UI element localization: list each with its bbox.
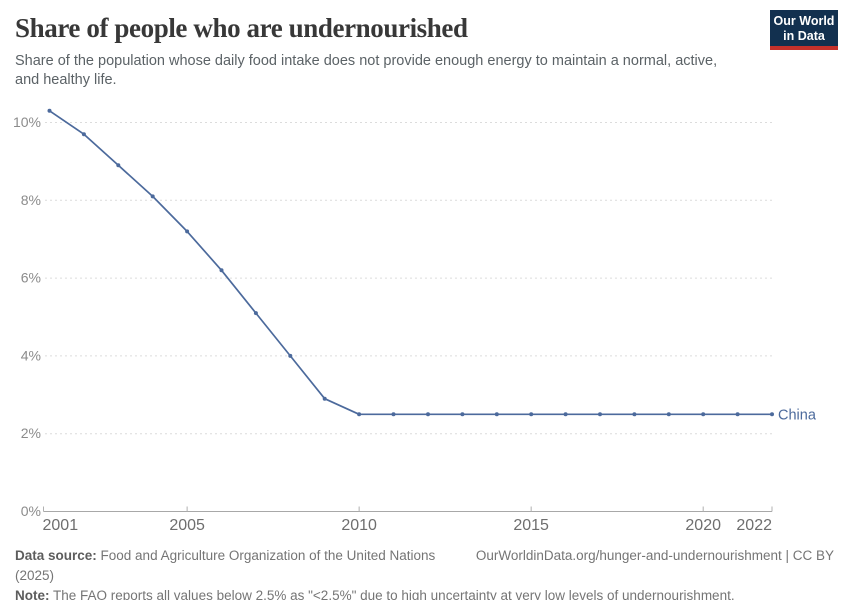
data-point[interactable] [253,311,258,316]
x-axis-label: 2022 [736,517,772,534]
chart-footer: Data source: Food and Agriculture Organi… [15,546,834,600]
data-point[interactable] [322,396,327,401]
data-point[interactable] [219,268,224,273]
owid-logo[interactable]: Our World in Data [770,10,838,50]
x-axis-label: 2020 [685,517,721,534]
data-point[interactable] [563,412,568,417]
data-point[interactable] [666,412,671,417]
x-axis-label: 2015 [513,517,549,534]
data-source-label: Data source: [15,548,97,563]
page-title: Share of people who are undernourished [15,13,468,43]
footer-source-row: Data source: Food and Agriculture Organi… [15,546,834,586]
data-point[interactable] [150,194,155,199]
data-point[interactable] [116,163,121,168]
data-point[interactable] [391,412,396,417]
x-axis-label: 2001 [43,517,79,534]
y-axis-label: 4% [21,347,41,363]
y-axis-label: 0% [21,503,41,519]
data-point[interactable] [701,412,706,417]
data-source: Data source: Food and Agriculture Organi… [15,546,476,586]
note-label: Note: [15,588,50,600]
data-point[interactable] [735,412,740,417]
footer-note-row: Note: The FAO reports all values below 2… [15,586,834,600]
data-point[interactable] [288,353,293,358]
x-axis-label: 2010 [341,517,377,534]
owid-logo-line2: in Data [783,29,825,43]
data-point[interactable] [47,108,52,113]
y-axis-label: 6% [21,270,41,286]
data-point[interactable] [81,132,86,137]
data-source-text: Food and Agriculture Organization of the… [15,548,436,583]
attribution-link[interactable]: OurWorldinData.org/hunger-and-undernouri… [475,548,834,563]
data-point[interactable] [529,412,534,417]
chart-subtitle: Share of the population whose daily food… [15,53,718,88]
y-axis-label: 8% [21,192,41,208]
data-point[interactable] [185,229,190,234]
x-axis-label: 2005 [169,517,205,534]
owid-logo-line1: Our World [773,14,835,28]
series-line-china[interactable] [49,110,773,416]
note-text: The FAO reports all values below 2.5% as… [49,588,735,600]
y-axis-label: 2% [21,425,41,441]
data-point[interactable] [357,412,362,417]
data-point[interactable] [770,412,774,417]
data-point[interactable] [494,412,499,417]
data-point[interactable] [632,412,637,417]
data-point[interactable] [426,412,430,417]
data-point[interactable] [460,412,465,417]
series-end-label[interactable]: China [778,407,817,423]
y-axis-label: 10% [13,114,41,130]
data-point[interactable] [598,412,602,417]
